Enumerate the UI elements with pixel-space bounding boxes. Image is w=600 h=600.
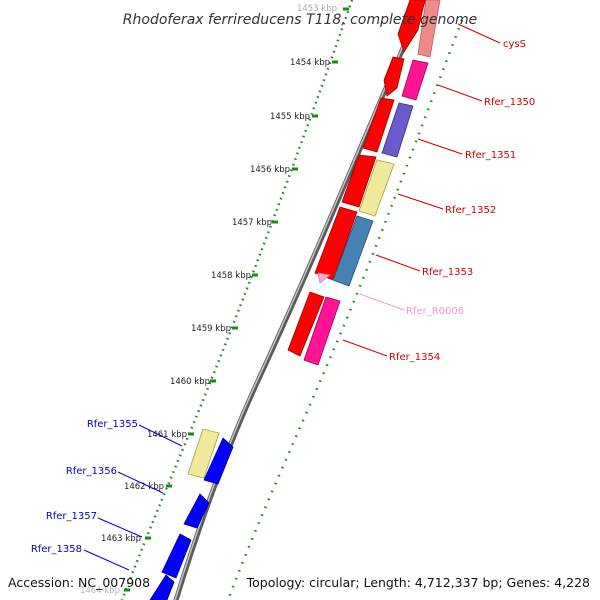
cds-feature[interactable] <box>397 0 426 53</box>
tick-label: 1463 kbp <box>101 534 141 544</box>
tick-label: 1456 kbp <box>250 165 290 175</box>
gene-label-cysS[interactable]: cysS <box>503 39 526 50</box>
position-tick: 1464 kbp <box>80 586 130 596</box>
tick-label: 1464 kbp <box>80 586 120 596</box>
tick-label: 1455 kbp <box>270 112 310 122</box>
gene-track <box>187 0 441 479</box>
gene-label-rfer-1352[interactable]: Rfer_1352 <box>445 205 496 216</box>
gene-feature-rfer-1352[interactable] <box>358 159 395 217</box>
tick-label: 1459 kbp <box>191 324 231 334</box>
tick-label: 1460 kbp <box>170 377 210 387</box>
gene-feature-rfer-1355[interactable] <box>187 428 220 479</box>
position-tick: 1461 kbp <box>147 430 194 440</box>
position-tick: 1454 kbp <box>290 58 338 68</box>
position-tick: 1460 kbp <box>170 377 216 387</box>
position-tick: 1455 kbp <box>270 112 318 122</box>
cds-feature[interactable] <box>183 493 210 529</box>
tick-label: 1462 kbp <box>124 482 164 492</box>
gene-feature-rfer-1351[interactable] <box>381 102 414 158</box>
position-tick: 1459 kbp <box>191 324 238 334</box>
gene-label-rfer-1356[interactable]: Rfer_1356 <box>66 466 117 477</box>
gene-feature-rfer-1350[interactable] <box>401 59 429 101</box>
cds-feature[interactable] <box>362 97 395 153</box>
tick-label: 1458 kbp <box>211 271 251 281</box>
position-tick: 1462 kbp <box>124 482 172 492</box>
position-ticks: 1453 kbp 1454 kbp 1455 kbp 1456 kbp 1457… <box>80 4 349 596</box>
gene-label-rfer-1351[interactable]: Rfer_1351 <box>465 150 516 161</box>
tick-label: 1461 kbp <box>147 430 187 440</box>
gene-label-rfer-1357[interactable]: Rfer_1357 <box>46 511 97 522</box>
position-tick: 1456 kbp <box>250 165 298 175</box>
position-tick: 1458 kbp <box>211 271 258 281</box>
gene-feature-rfer-1353[interactable] <box>332 215 374 287</box>
cds-feature[interactable] <box>383 56 405 97</box>
tick-track-inner <box>226 19 464 600</box>
position-tick: 1463 kbp <box>101 534 151 544</box>
gene-label-rfer-1353[interactable]: Rfer_1353 <box>422 267 473 278</box>
tick-label: 1457 kbp <box>232 218 272 228</box>
cds-feature[interactable] <box>161 533 192 579</box>
accession-text: Accession: NC_007908 <box>8 575 150 590</box>
cds-feature[interactable] <box>203 437 234 485</box>
gene-label-rfer-1355[interactable]: Rfer_1355 <box>87 419 138 430</box>
gene-label-rfer-r0006[interactable]: Rfer_R0006 <box>406 306 464 317</box>
cds-track <box>287 0 426 357</box>
gene-labels: cysS Rfer_1350 Rfer_1351 Rfer_1352 Rfer_… <box>31 39 535 555</box>
tick-label: 1453 kbp <box>297 4 337 14</box>
cds-feature[interactable] <box>149 574 175 600</box>
gene-label-rfer-1358[interactable]: Rfer_1358 <box>31 544 82 555</box>
gene-feature-rfer-1354[interactable] <box>303 296 341 366</box>
gene-label-rfer-1350[interactable]: Rfer_1350 <box>484 97 535 108</box>
reverse-cds-track <box>149 437 234 600</box>
position-tick: 1453 kbp <box>297 4 349 14</box>
tick-track-outer <box>120 0 354 600</box>
cds-feature[interactable] <box>341 154 377 208</box>
gene-leaders <box>83 23 501 571</box>
position-tick: 1457 kbp <box>232 218 278 228</box>
map-title: Rhodoferax ferrireducens T118, complete … <box>123 12 477 28</box>
gene-feature-cysS[interactable] <box>417 0 441 58</box>
tick-label: 1454 kbp <box>290 58 330 68</box>
cds-feature[interactable] <box>287 291 325 357</box>
topology-text: Topology: circular; Length: 4,712,337 bp… <box>246 575 590 590</box>
gene-label-rfer-1354[interactable]: Rfer_1354 <box>389 352 440 363</box>
gene-feature-rfer-r0006[interactable] <box>317 272 331 284</box>
